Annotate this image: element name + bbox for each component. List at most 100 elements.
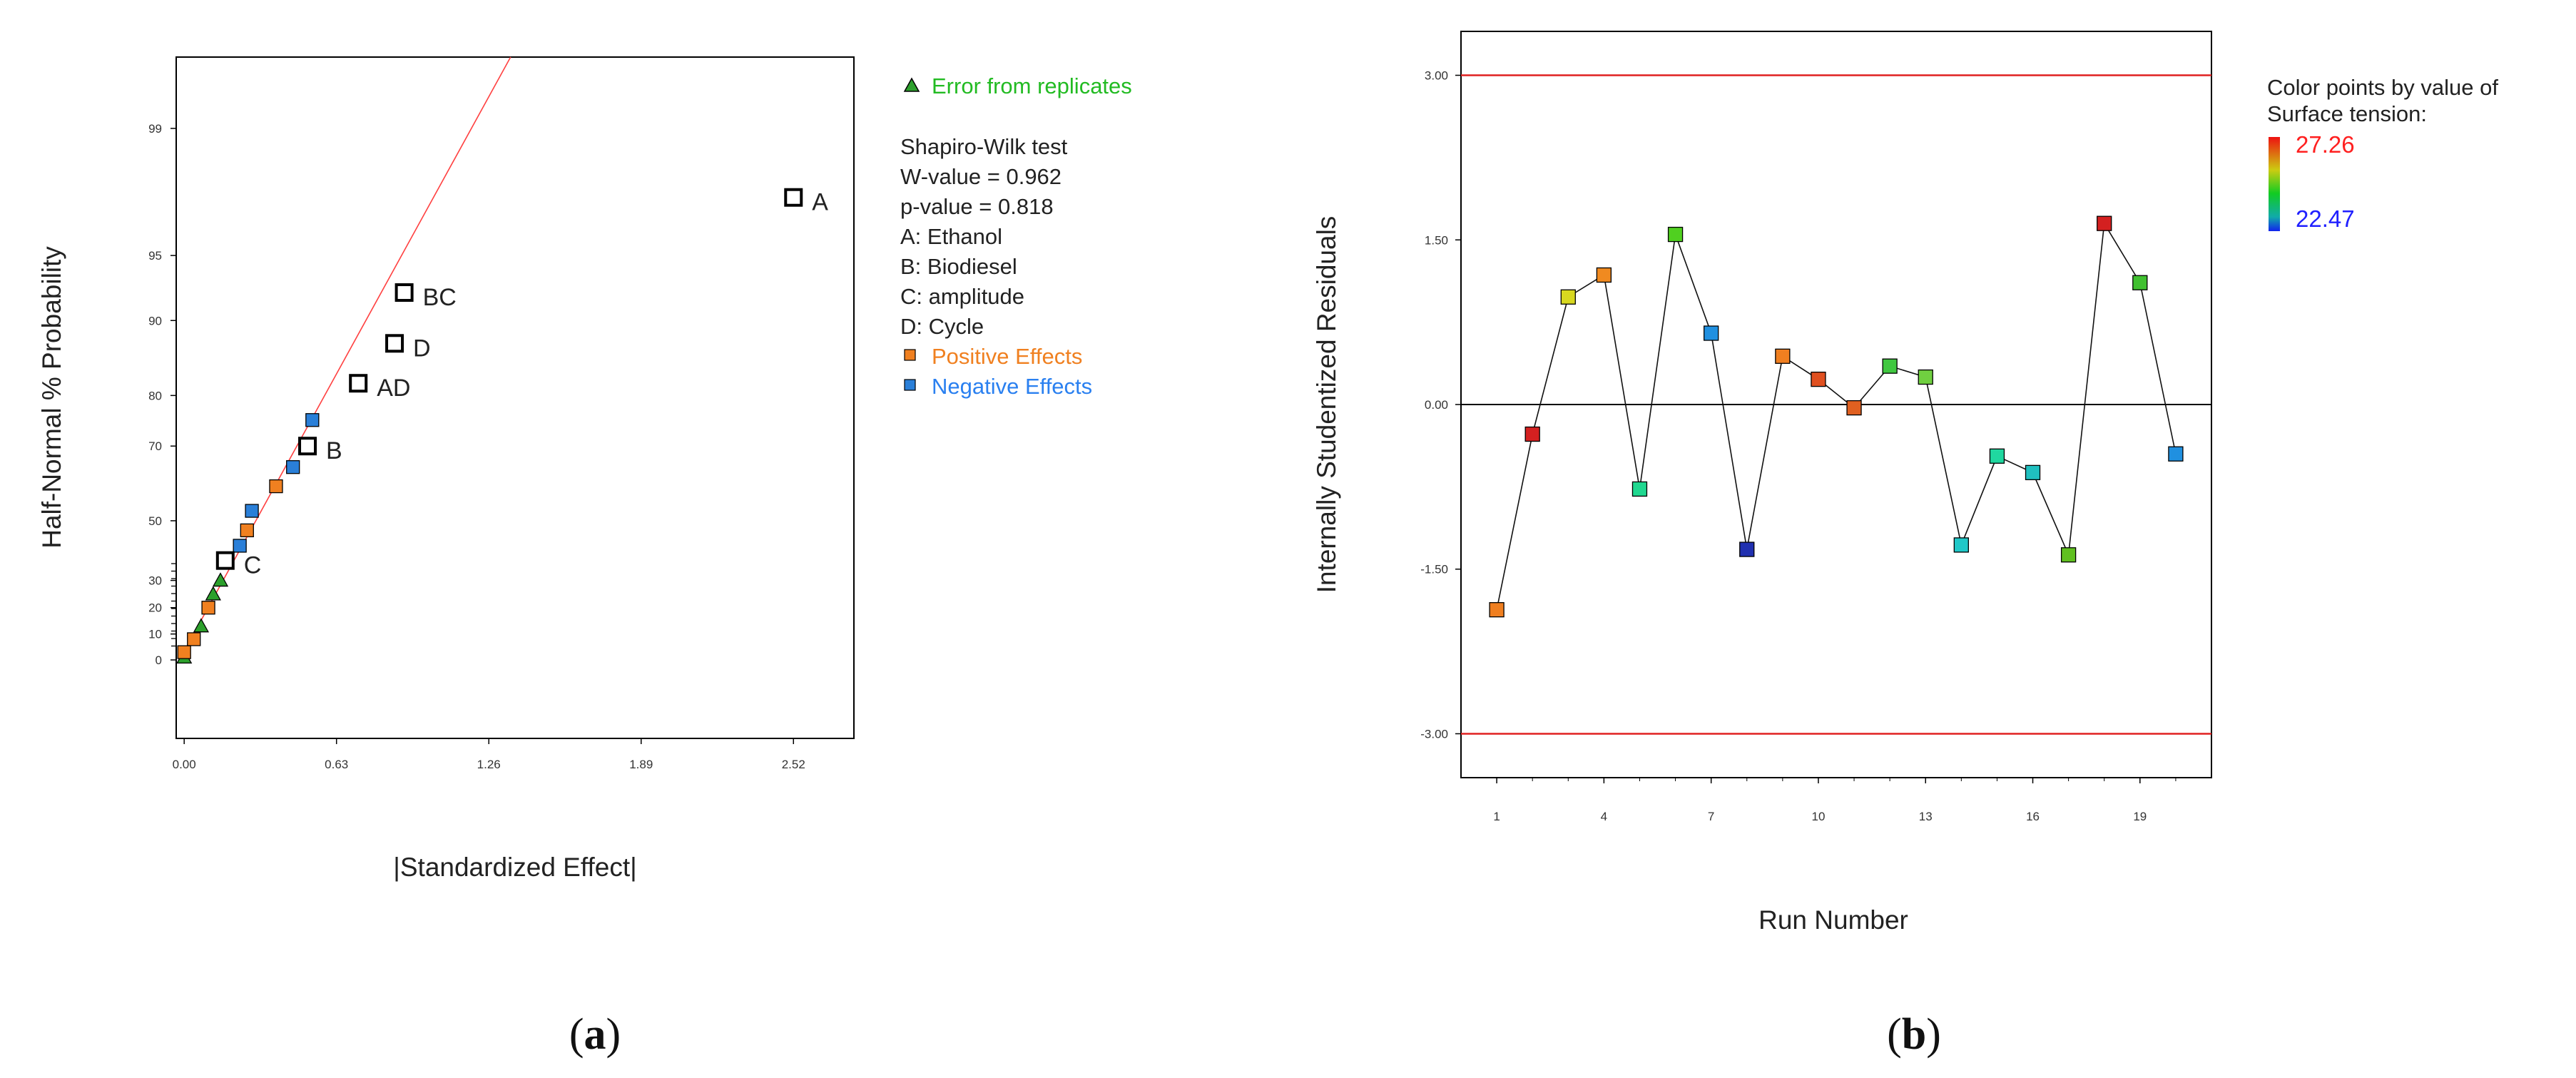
effect-point-bc (394, 283, 414, 302)
residual-point (1953, 537, 1969, 553)
residual-point (1631, 481, 1648, 497)
positive-effect-point (177, 645, 191, 659)
positive-effect-point (269, 479, 283, 494)
positive-effect-point (240, 523, 254, 538)
y-tick-label: 10 (148, 628, 162, 641)
x-tick-label: 1.26 (477, 758, 501, 771)
legend-error-label: Error from replicates (932, 73, 1132, 98)
residual-point (2060, 547, 2077, 563)
color-legend-min-value: 22.47 (2296, 205, 2355, 232)
legend-factor-b: B: Biodiesel (900, 254, 1017, 279)
chart-a: 0 10 20 30 50 70 80 90 95 99 0.00 0.63 1.26 1.89 2.52… (37, 56, 1132, 882)
residual-point (1524, 426, 1540, 442)
panel-b-caption: (b) (1887, 1010, 1941, 1059)
y-tick-label: 1.50 (1425, 233, 1448, 247)
residual-point (2168, 446, 2184, 462)
y-tick-label: 3.00 (1425, 69, 1448, 83)
x-tick-label: 7 (1708, 810, 1714, 823)
residual-point (1811, 371, 1826, 387)
effect-point-ad (349, 374, 368, 393)
residual-series-line (1496, 221, 2177, 610)
x-tick-label: 10 (1811, 810, 1825, 823)
effect-label-c: C (244, 552, 262, 579)
residual-point (1739, 541, 1755, 557)
chart-b-y-axis-label: Internally Studentized Residuals (1312, 216, 1341, 594)
effect-point-d (385, 334, 404, 353)
negative-effect-point (286, 460, 300, 474)
effect-label-ad: AD (377, 375, 410, 402)
residual-point (2097, 215, 2112, 231)
effect-point-c (215, 551, 235, 570)
chart-b-x-axis-label: Run Number (1758, 905, 1908, 935)
y-tick-label: 30 (148, 574, 162, 588)
error-point (212, 572, 229, 587)
legend-factor-d: D: Cycle (900, 314, 984, 339)
effect-label-b: B (326, 437, 342, 464)
residual-point (1846, 400, 1862, 416)
effect-point-a (784, 188, 803, 207)
effect-point-b (298, 437, 317, 456)
effect-label-bc: BC (423, 284, 457, 311)
y-tick-label: 0.00 (1425, 398, 1448, 412)
positive-effect-point (201, 601, 215, 615)
effect-label-d: D (413, 335, 431, 362)
residual-point (1882, 358, 1898, 374)
residual-point (1560, 289, 1576, 305)
error-point (193, 618, 210, 633)
residual-point (2025, 464, 2041, 481)
chart-a-x-axis-label: |Standardized Effect| (393, 853, 636, 882)
negative-effect-point (245, 504, 259, 518)
color-legend-max-value: 27.26 (2296, 131, 2355, 158)
residual-point (1596, 267, 1612, 283)
y-tick-label: 0 (156, 654, 162, 667)
legend-negative-label: Negative Effects (932, 374, 1092, 399)
x-tick-label: 1 (1493, 810, 1500, 823)
y-tick-label: 80 (148, 389, 162, 402)
y-tick-label: -3.00 (1420, 727, 1448, 741)
legend-w-value: W-value = 0.962 (900, 164, 1062, 189)
chart-a-y-axis: 0 10 20 30 50 70 80 90 95 99 (148, 122, 176, 667)
positive-effect-point (187, 632, 201, 646)
residual-point (1775, 348, 1791, 364)
x-tick-label: 16 (2026, 810, 2040, 823)
negative-effect-point (233, 539, 247, 553)
x-tick-label: 13 (1919, 810, 1933, 823)
residual-point (1489, 602, 1505, 618)
residual-point (1918, 369, 1933, 385)
y-tick-label: 50 (148, 514, 162, 528)
x-tick-label: 1.89 (629, 758, 653, 771)
legend-negative-marker (904, 379, 916, 391)
residual-point (1704, 325, 1719, 341)
y-tick-label: 20 (148, 601, 162, 615)
chart-b-x-axis: 1 4 7 10 13 16 19 (1493, 778, 2177, 823)
legend-error-marker (903, 77, 920, 92)
chart-b-color-legend: Color points by value of Surface tension… (2267, 75, 2498, 232)
residual-point (2132, 275, 2148, 290)
y-tick-label: -1.50 (1420, 563, 1448, 576)
chart-a-plot-frame (175, 56, 855, 739)
chart-b-y-axis: 3.00 1.50 0.00 -1.50 -3.00 (1420, 69, 1461, 741)
effect-label-a: A (812, 189, 828, 216)
legend-p-value: p-value = 0.818 (900, 194, 1054, 219)
y-tick-label: 90 (148, 314, 162, 327)
x-tick-label: 0.63 (325, 758, 348, 771)
x-tick-label: 0.00 (173, 758, 196, 771)
legend-factor-a: A: Ethanol (900, 224, 1002, 249)
residual-point (1667, 226, 1684, 243)
x-tick-label: 4 (1601, 810, 1607, 823)
y-tick-label: 70 (148, 439, 162, 453)
residual-point (1989, 448, 2005, 464)
chart-b: 3.00 1.50 0.00 -1.50 -3.00 1 4 7 10 13 16 19 Inter… (1312, 31, 2498, 935)
chart-a-legend: Error from replicates Shapiro-Wilk test … (900, 73, 1132, 399)
chart-a-x-axis: 0.00 0.63 1.26 1.89 2.52 (173, 738, 805, 771)
y-tick-label: 99 (148, 122, 162, 136)
error-point (205, 586, 221, 601)
x-tick-label: 2.52 (782, 758, 805, 771)
color-legend-gradient-bar (2269, 137, 2280, 231)
legend-positive-label: Positive Effects (932, 344, 1082, 369)
negative-effect-point (305, 413, 320, 427)
chart-b-series (1489, 215, 2184, 618)
legend-factor-c: C: amplitude (900, 284, 1024, 309)
